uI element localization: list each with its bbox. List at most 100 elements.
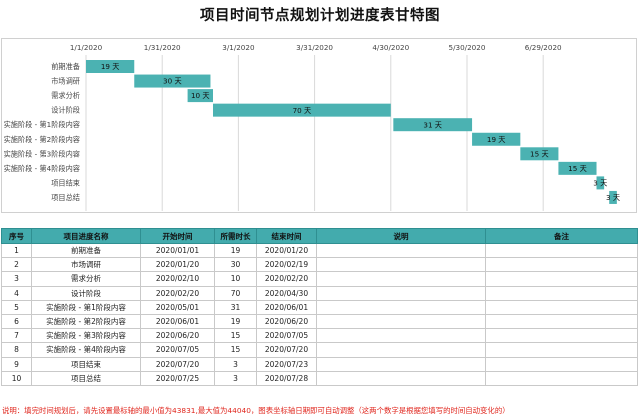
table-cell[interactable] — [316, 271, 486, 287]
table-cell[interactable]: 3 — [1, 271, 32, 287]
schedule-table: 序号 项目进度名称 开始时间 所需时长 结束时间 说明 备注 1 前期准备 2020/01/01… — [1, 228, 638, 386]
gantt-bar[interactable] — [393, 118, 473, 132]
table-cell[interactable] — [316, 342, 486, 358]
table-row[interactable]: 2 市场调研 2020/01/20 30 2020/02/19 — [1, 257, 638, 273]
table-cell[interactable] — [316, 242, 486, 259]
table-cell[interactable] — [485, 313, 638, 330]
table-cell[interactable]: 70 — [214, 285, 257, 301]
table-cell[interactable]: 2020/04/30 — [256, 285, 317, 301]
table-cell[interactable]: 2020/06/01 — [140, 313, 215, 330]
table-cell[interactable]: 15 — [214, 328, 257, 344]
table-cell[interactable]: 30 — [214, 257, 257, 273]
table-cell[interactable] — [485, 328, 638, 344]
table-cell[interactable] — [316, 313, 486, 330]
gantt-bar[interactable] — [187, 89, 213, 103]
table-cell[interactable] — [316, 285, 486, 301]
table-cell[interactable]: 15 — [214, 342, 257, 358]
table-header-row: 序号 项目进度名称 开始时间 所需时长 结束时间 说明 备注 — [1, 228, 638, 244]
table-cell[interactable]: 2020/07/05 — [140, 342, 215, 358]
table-cell[interactable]: 设计阶段 — [31, 285, 141, 301]
table-row[interactable]: 10 项目总结 2020/07/25 3 2020/07/28 — [1, 370, 638, 386]
x-tick-label: 5/30/2020 — [449, 43, 486, 52]
table-cell[interactable] — [485, 242, 638, 259]
bar-duration-label: 19 天 — [487, 135, 506, 144]
table-row[interactable]: 4 设计阶段 2020/02/20 70 2020/04/30 — [1, 285, 638, 301]
gantt-chart[interactable]: 1/1/2020 1/31/2020 3/1/2020 3/31/2020 4/30/2… — [1, 38, 637, 213]
table-cell[interactable] — [316, 257, 486, 273]
table-cell[interactable] — [485, 299, 638, 315]
table-cell[interactable]: 实施阶段 - 第3阶段内容 — [31, 328, 141, 344]
table-cell[interactable]: 8 — [1, 342, 32, 358]
table-cell[interactable]: 2020/06/01 — [256, 299, 317, 315]
task-label: 实施阶段 - 第4阶段内容 — [4, 164, 80, 173]
table-cell[interactable]: 实施阶段 - 第4阶段内容 — [31, 342, 141, 358]
table-cell[interactable]: 5 — [1, 299, 32, 315]
table-cell[interactable]: 2020/07/20 — [140, 356, 215, 372]
gantt-bar[interactable] — [609, 190, 617, 204]
table-cell[interactable] — [485, 257, 638, 273]
task-label: 项目结束 — [51, 178, 80, 187]
table-cell[interactable] — [316, 299, 486, 315]
table-cell[interactable]: 实施阶段 - 第2阶段内容 — [31, 313, 141, 330]
table-cell[interactable]: 2020/01/01 — [140, 242, 215, 259]
table-cell[interactable]: 2020/02/10 — [140, 271, 215, 287]
table-cell[interactable] — [316, 370, 486, 386]
gantt-bar[interactable] — [212, 103, 391, 117]
table-cell[interactable]: 2020/05/01 — [140, 299, 215, 315]
table-cell[interactable]: 19 — [214, 313, 257, 330]
table-cell[interactable] — [485, 356, 638, 372]
table-cell[interactable]: 3 — [214, 356, 257, 372]
table-cell[interactable] — [485, 342, 638, 358]
table-cell[interactable]: 3 — [214, 370, 257, 386]
table-cell[interactable]: 2020/07/28 — [256, 370, 317, 386]
table-cell[interactable]: 10 — [1, 370, 32, 386]
gantt-bar[interactable] — [134, 74, 211, 88]
table-cell[interactable]: 10 — [214, 271, 257, 287]
gantt-bar[interactable] — [86, 60, 135, 73]
gantt-bar[interactable] — [520, 147, 559, 161]
table-cell[interactable]: 2020/01/20 — [140, 257, 215, 273]
table-cell[interactable]: 2 — [1, 257, 32, 273]
table-cell[interactable]: 2020/06/20 — [140, 328, 215, 344]
table-row[interactable]: 8 实施阶段 - 第4阶段内容 2020/07/05 15 2020/07/20 — [1, 342, 638, 358]
table-cell[interactable]: 项目结束 — [31, 356, 141, 372]
table-cell[interactable] — [316, 328, 486, 344]
table-cell[interactable]: 2020/06/20 — [256, 313, 317, 330]
table-cell[interactable]: 4 — [1, 285, 32, 301]
table-cell[interactable]: 市场调研 — [31, 257, 141, 273]
table-cell[interactable]: 2020/07/20 — [256, 342, 317, 358]
table-header-cell: 序号 — [1, 228, 32, 244]
table-row[interactable]: 7 实施阶段 - 第3阶段内容 2020/06/20 15 2020/07/05 — [1, 328, 638, 344]
table-cell[interactable]: 6 — [1, 313, 32, 330]
table-row[interactable]: 6 实施阶段 - 第2阶段内容 2020/06/01 19 2020/06/20 — [1, 313, 638, 330]
table-cell[interactable]: 2020/01/20 — [256, 242, 317, 259]
table-row[interactable]: 1 前期准备 2020/01/01 19 2020/01/20 — [1, 242, 638, 259]
gantt-bar[interactable] — [472, 132, 521, 146]
table-cell[interactable]: 1 — [1, 242, 32, 259]
table-cell[interactable] — [316, 356, 486, 372]
table-row[interactable]: 9 项目结束 2020/07/20 3 2020/07/23 — [1, 356, 638, 372]
table-row[interactable]: 3 需求分析 2020/02/10 10 2020/02/20 — [1, 271, 638, 287]
table-row[interactable]: 5 实施阶段 - 第1阶段内容 2020/05/01 31 2020/06/01 — [1, 299, 638, 315]
gantt-bar[interactable] — [558, 161, 597, 175]
table-cell[interactable] — [485, 370, 638, 386]
table-cell[interactable]: 7 — [1, 328, 32, 344]
x-tick-label: 4/30/2020 — [372, 43, 409, 52]
table-cell[interactable]: 2020/07/25 — [140, 370, 215, 386]
table-cell[interactable]: 9 — [1, 356, 32, 372]
table-cell[interactable] — [485, 271, 638, 287]
table-cell[interactable]: 2020/02/20 — [256, 271, 317, 287]
table-cell[interactable]: 31 — [214, 299, 257, 315]
table-cell[interactable]: 前期准备 — [31, 242, 141, 259]
table-cell[interactable]: 2020/07/23 — [256, 356, 317, 372]
table-cell[interactable]: 实施阶段 - 第1阶段内容 — [31, 299, 141, 315]
table-cell[interactable]: 项目总结 — [31, 370, 141, 386]
table-cell[interactable]: 2020/07/05 — [256, 328, 317, 344]
bar-duration-label: 3 天 — [606, 193, 620, 202]
table-cell[interactable]: 19 — [214, 242, 257, 259]
table-cell[interactable] — [485, 285, 638, 301]
table-cell[interactable]: 2020/02/20 — [140, 285, 215, 301]
table-cell[interactable]: 2020/02/19 — [256, 257, 317, 273]
table-cell[interactable]: 需求分析 — [31, 271, 141, 287]
gantt-bar[interactable] — [596, 176, 605, 190]
